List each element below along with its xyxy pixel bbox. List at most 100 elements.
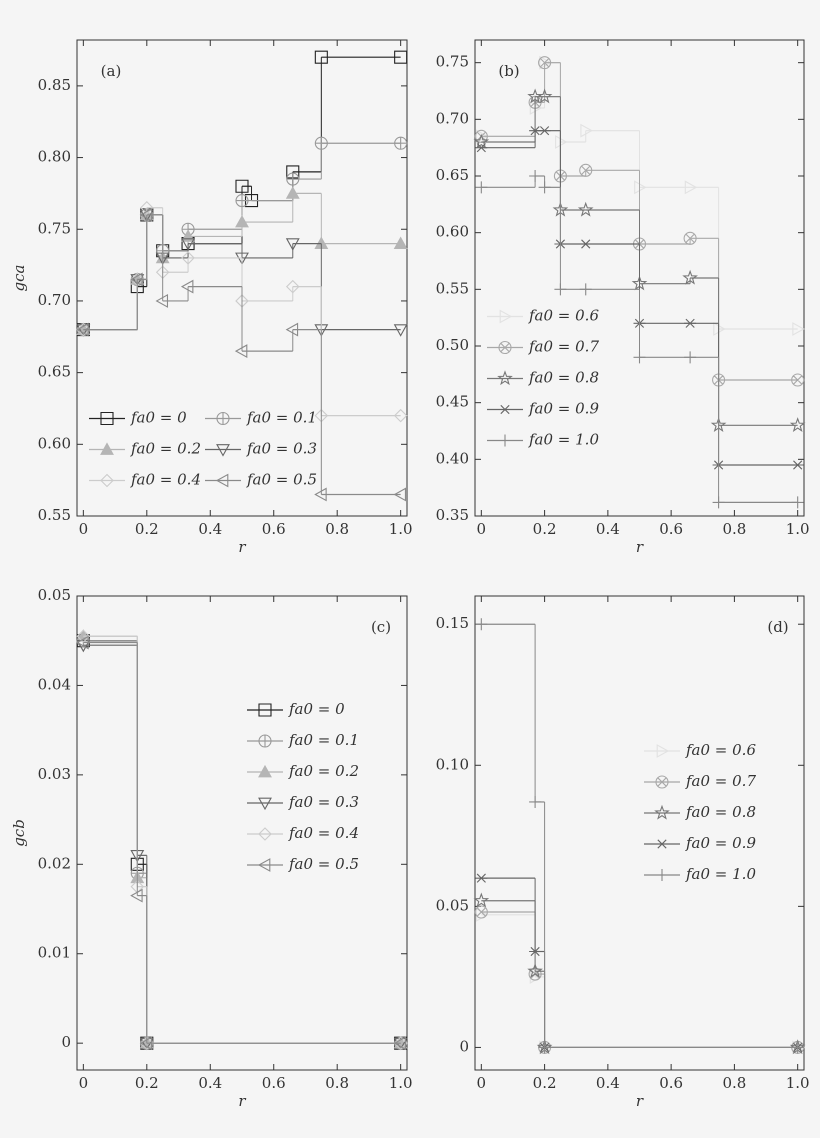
legend-marker — [656, 744, 670, 758]
marker — [577, 201, 594, 217]
marker — [314, 487, 327, 502]
plot-frame — [474, 39, 805, 517]
plot-frame — [474, 595, 805, 1071]
marker — [244, 194, 259, 208]
marker — [791, 460, 804, 470]
series — [475, 907, 805, 1055]
marker — [76, 322, 91, 337]
marker — [791, 1041, 804, 1054]
marker — [475, 129, 489, 144]
y-axis-label: gcb — [10, 819, 28, 847]
series — [76, 207, 407, 502]
marker — [181, 238, 195, 251]
marker — [683, 231, 697, 245]
marker — [314, 136, 328, 150]
marker — [76, 322, 89, 337]
marker — [180, 279, 194, 294]
marker — [286, 172, 300, 186]
legend-label: fa0 = 0.7 — [685, 772, 756, 790]
marker — [393, 324, 408, 337]
x-tick-label: 0.8 — [722, 520, 746, 538]
y-tick-label: 0 — [459, 1037, 469, 1055]
marker — [393, 1036, 408, 1050]
plot-frame — [76, 39, 408, 517]
legend-label: fa0 = 0.1 — [246, 409, 317, 427]
x-tick-label: 0.2 — [533, 520, 557, 538]
marker — [791, 496, 804, 509]
x-tick-label: 0 — [477, 1074, 487, 1092]
y-tick-label: 0.50 — [436, 336, 469, 354]
series — [474, 905, 805, 1054]
marker — [393, 1036, 407, 1051]
y-tick-label: 0.65 — [436, 166, 469, 184]
legend-marker — [100, 411, 114, 426]
marker — [555, 135, 568, 149]
marker — [789, 417, 806, 432]
plot-frame — [76, 595, 408, 1071]
marker — [475, 873, 488, 883]
x-axis-label: r — [238, 538, 246, 556]
legend-marker — [257, 858, 271, 872]
y-tick-label: 0.01 — [38, 944, 71, 962]
x-tick-label: 1.0 — [786, 1074, 810, 1092]
legend-marker — [258, 703, 272, 717]
y-tick-label: 0.65 — [38, 363, 71, 381]
y-tick-label: 0.75 — [436, 53, 469, 71]
marker — [140, 1036, 154, 1050]
legend-marker — [258, 827, 272, 841]
panel-label: (b) — [498, 62, 519, 80]
marker — [579, 283, 592, 296]
marker — [394, 50, 408, 64]
y-tick-label: 0.05 — [436, 896, 469, 914]
marker — [314, 50, 328, 64]
legend-label: fa0 = 1.0 — [685, 865, 756, 883]
marker — [285, 238, 300, 251]
series — [475, 170, 804, 509]
marker — [475, 143, 488, 153]
x-tick-label: 0.6 — [262, 520, 286, 538]
legend-marker — [656, 839, 668, 849]
y-tick-label: 0.80 — [38, 148, 71, 166]
legend-label: fa0 = 0.8 — [685, 803, 756, 821]
legend-label: fa0 = 0.3 — [246, 440, 317, 458]
y-tick-label: 0.70 — [436, 109, 469, 127]
x-tick-label: 0.6 — [659, 520, 683, 538]
marker — [634, 180, 647, 195]
legend-label: fa0 = 0 — [288, 700, 345, 718]
legend-marker — [258, 797, 272, 811]
legend-marker — [216, 411, 230, 426]
marker — [235, 214, 249, 228]
legend-label: fa0 = 0.9 — [528, 400, 599, 418]
x-axis-label: r — [636, 538, 644, 556]
y-tick-label: 0.10 — [436, 755, 469, 773]
x-tick-label: 1.0 — [389, 520, 413, 538]
y-axis-label: gca — [10, 265, 28, 292]
legend-label: fa0 = 0.7 — [528, 338, 599, 356]
marker — [181, 251, 195, 265]
y-tick-label: 0.15 — [436, 614, 469, 632]
legend-label: fa0 = 0.9 — [685, 834, 756, 852]
legend-marker — [498, 340, 512, 355]
marker — [393, 1037, 408, 1051]
series — [475, 55, 805, 336]
marker — [713, 322, 726, 336]
legend-label: fa0 = 0.6 — [685, 741, 756, 759]
marker — [684, 351, 697, 364]
marker — [791, 373, 805, 387]
legend-marker — [497, 370, 513, 386]
legend-label: fa0 = 1.0 — [528, 431, 599, 449]
legend-marker — [258, 764, 272, 778]
y-tick-label: 0.55 — [436, 279, 469, 297]
x-tick-label: 0.8 — [325, 520, 349, 538]
marker — [684, 318, 697, 328]
legend-marker — [655, 775, 669, 789]
marker — [712, 496, 725, 509]
legend-marker — [499, 309, 513, 324]
legend-label: fa0 = 0.5 — [288, 855, 359, 873]
x-tick-label: 0.4 — [198, 520, 222, 538]
marker — [76, 635, 89, 650]
legend-label: fa0 = 0.3 — [288, 793, 359, 811]
marker — [474, 905, 488, 919]
series — [76, 639, 408, 1051]
